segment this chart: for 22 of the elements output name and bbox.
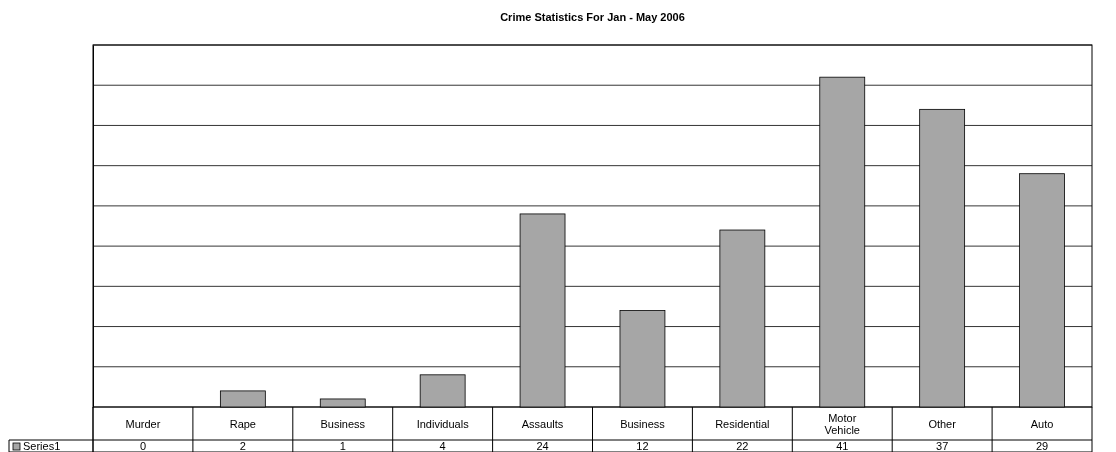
x-tick-label: Business xyxy=(320,417,366,430)
x-tick-label: Individuals xyxy=(416,417,470,430)
data-label: 29 xyxy=(1035,440,1049,452)
data-label: 41 xyxy=(836,440,849,452)
x-tick-label: Murder xyxy=(125,417,161,430)
x-tick-label: Rape xyxy=(229,417,256,430)
x-tick-label: Business xyxy=(620,417,666,430)
x-tick-label: Motor Vehicle xyxy=(824,411,860,436)
legend-label: Series1 xyxy=(23,440,61,452)
chart-title: Crime Statistics For Jan - May 2006 xyxy=(500,11,685,23)
data-label: 37 xyxy=(936,440,949,452)
x-tick-label: Residential xyxy=(715,417,770,430)
data-label: 0 xyxy=(139,440,147,452)
data-label: 2 xyxy=(239,440,246,452)
data-label: 12 xyxy=(636,440,649,452)
data-label: 24 xyxy=(536,440,549,452)
data-label: 4 xyxy=(439,440,446,452)
x-tick-label: Auto xyxy=(1030,417,1054,430)
data-label: 22 xyxy=(736,440,749,452)
x-tick-label: Assaults xyxy=(521,417,564,430)
x-tick-label: Other xyxy=(928,417,957,430)
data-label: 1 xyxy=(339,440,346,452)
